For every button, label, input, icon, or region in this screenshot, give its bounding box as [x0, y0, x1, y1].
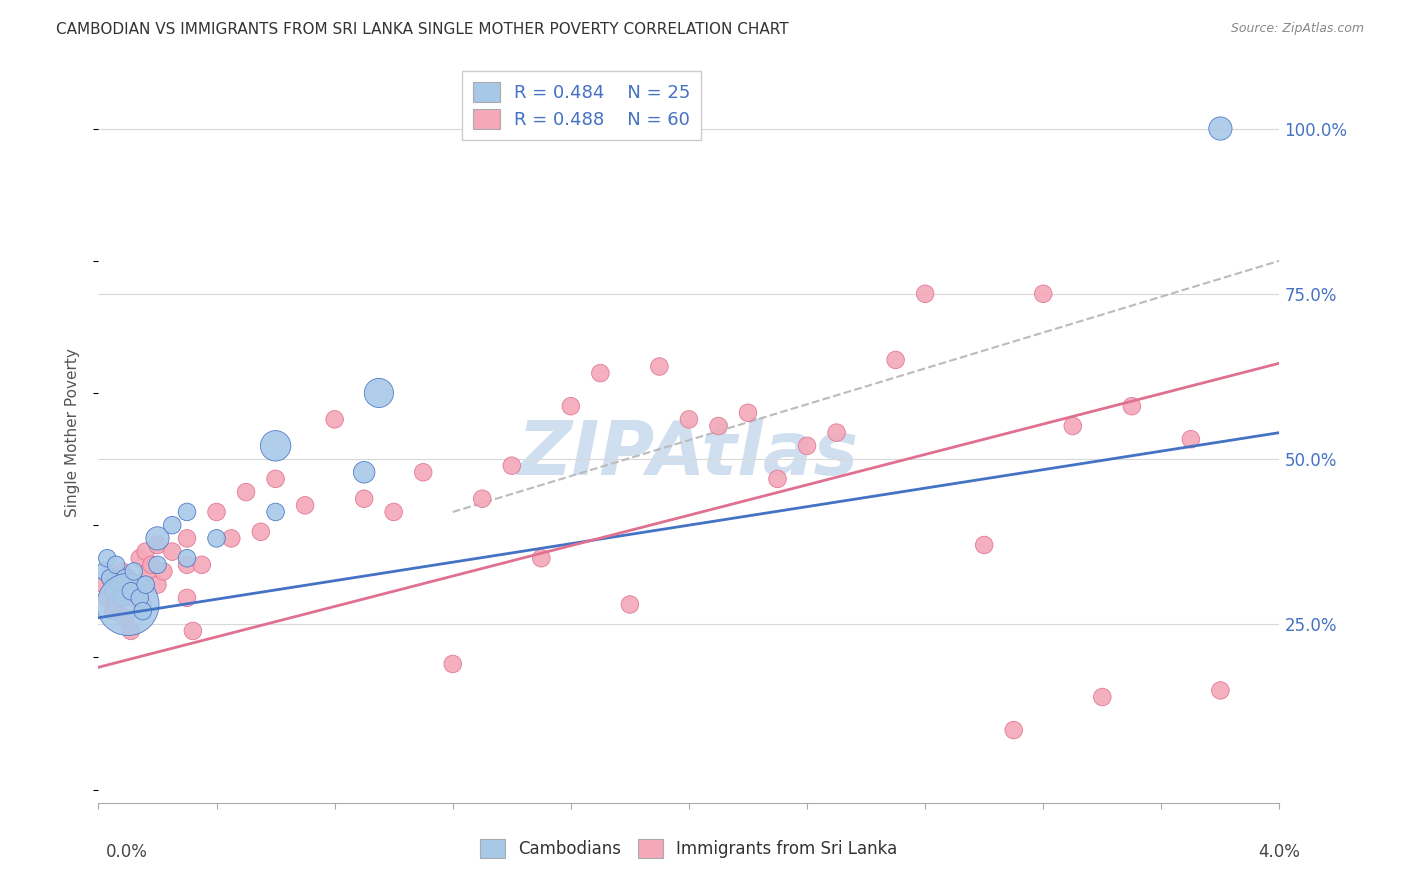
Point: [120, 624, 142, 638]
Point: [560, 399, 582, 413]
Point: [122, 565, 145, 579]
Point: [122, 591, 145, 605]
Legend: Cambodians, Immigrants from Sri Lanka: Cambodians, Immigrants from Sri Lanka: [474, 833, 904, 865]
Point: [105, 598, 128, 612]
Point: [105, 558, 128, 572]
Point: [146, 577, 169, 591]
Point: [162, 544, 183, 558]
Point: [796, 439, 818, 453]
Point: [152, 565, 174, 579]
Point: [191, 558, 214, 572]
Point: [250, 524, 273, 539]
Point: [678, 412, 700, 426]
Point: [294, 499, 316, 513]
Point: [501, 458, 523, 473]
Point: [176, 558, 198, 572]
Point: [117, 598, 139, 612]
Point: [973, 538, 995, 552]
Point: [221, 532, 243, 546]
Point: [138, 565, 160, 579]
Point: [176, 505, 198, 519]
Point: [471, 491, 494, 506]
Point: [1209, 121, 1232, 136]
Point: [146, 558, 169, 572]
Point: [530, 551, 553, 566]
Point: [737, 406, 759, 420]
Point: [353, 465, 375, 479]
Point: [114, 571, 136, 585]
Point: [766, 472, 789, 486]
Point: [128, 591, 150, 605]
Point: [648, 359, 671, 374]
Point: [264, 472, 287, 486]
Point: [117, 571, 139, 585]
Point: [103, 604, 125, 618]
Point: [93, 565, 115, 579]
Y-axis label: Single Mother Poverty: Single Mother Poverty: [65, 348, 80, 517]
Point: [176, 532, 198, 546]
Point: [589, 366, 612, 380]
Point: [1002, 723, 1025, 737]
Text: ZIPAtlas: ZIPAtlas: [519, 418, 859, 491]
Point: [412, 465, 434, 479]
Point: [108, 584, 131, 599]
Point: [205, 532, 228, 546]
Point: [111, 591, 134, 605]
Point: [176, 591, 198, 605]
Point: [141, 558, 163, 572]
Point: [176, 551, 198, 566]
Point: [93, 577, 115, 591]
Point: [441, 657, 464, 671]
Point: [135, 577, 157, 591]
Point: [96, 551, 118, 566]
Point: [707, 419, 730, 434]
Point: [98, 571, 121, 585]
Point: [132, 598, 155, 612]
Point: [264, 439, 287, 453]
Point: [132, 604, 155, 618]
Point: [114, 611, 136, 625]
Point: [1180, 432, 1202, 446]
Point: [1209, 683, 1232, 698]
Point: [162, 518, 183, 533]
Point: [884, 352, 907, 367]
Point: [264, 505, 287, 519]
Point: [146, 532, 169, 546]
Point: [205, 505, 228, 519]
Text: Source: ZipAtlas.com: Source: ZipAtlas.com: [1230, 22, 1364, 36]
Point: [1121, 399, 1143, 413]
Point: [108, 577, 131, 591]
Text: CAMBODIAN VS IMMIGRANTS FROM SRI LANKA SINGLE MOTHER POVERTY CORRELATION CHART: CAMBODIAN VS IMMIGRANTS FROM SRI LANKA S…: [56, 22, 789, 37]
Point: [825, 425, 848, 440]
Point: [619, 598, 641, 612]
Point: [135, 544, 157, 558]
Point: [181, 624, 204, 638]
Point: [368, 386, 391, 401]
Point: [111, 565, 134, 579]
Point: [914, 286, 936, 301]
Point: [98, 571, 121, 585]
Point: [353, 491, 375, 506]
Point: [1091, 690, 1114, 704]
Point: [323, 412, 346, 426]
Point: [120, 584, 142, 599]
Point: [235, 485, 257, 500]
Point: [125, 577, 148, 591]
Point: [96, 591, 118, 605]
Point: [103, 584, 125, 599]
Point: [382, 505, 405, 519]
Text: 4.0%: 4.0%: [1258, 843, 1301, 861]
Text: 0.0%: 0.0%: [105, 843, 148, 861]
Point: [128, 551, 150, 566]
Point: [1032, 286, 1054, 301]
Point: [1062, 419, 1084, 434]
Point: [146, 538, 169, 552]
